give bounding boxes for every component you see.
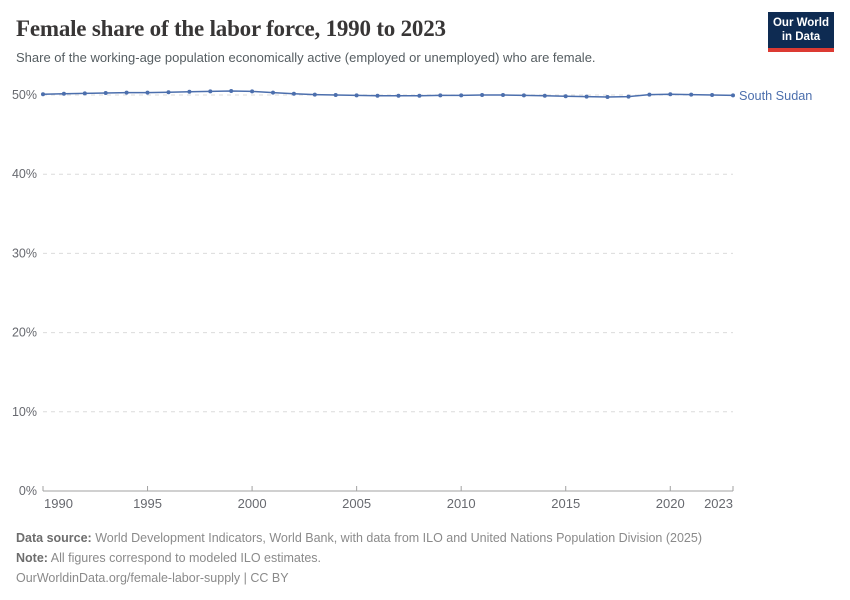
data-point-2007[interactable] xyxy=(396,93,401,98)
data-point-2005[interactable] xyxy=(354,93,359,98)
x-tick-label-2010: 2010 xyxy=(447,496,476,511)
data-point-1996[interactable] xyxy=(166,90,171,95)
chart-area[interactable]: 0% 10% 20% 30% 40% 50% 1990 1995 2000 2005 2010 201… xyxy=(0,75,850,525)
owid-logo[interactable]: Our World in Data xyxy=(768,12,834,52)
x-tick-label-2005: 2005 xyxy=(342,496,371,511)
y-tick-label-40: 40% xyxy=(12,167,37,181)
data-point-2014[interactable] xyxy=(542,93,547,98)
data-point-2006[interactable] xyxy=(375,93,380,98)
data-point-2001[interactable] xyxy=(271,90,275,95)
x-tick-label-2000: 2000 xyxy=(238,496,267,511)
data-point-2015[interactable] xyxy=(563,94,568,99)
footer-note-label: Note: xyxy=(16,551,48,565)
y-tick-label-20: 20% xyxy=(12,326,37,340)
data-point-2018[interactable] xyxy=(626,94,631,99)
data-point-2019[interactable] xyxy=(647,92,652,97)
entity-label-south-sudan[interactable]: South Sudan xyxy=(739,89,812,103)
x-tick-label-2023: 2023 xyxy=(704,496,733,511)
page-title: Female share of the labor force, 1990 to… xyxy=(16,16,446,41)
data-point-2023[interactable] xyxy=(731,93,735,98)
data-point-2011[interactable] xyxy=(480,93,485,97)
footer-source-line: Data source: World Development Indicator… xyxy=(16,528,834,548)
x-tick-label-1995: 1995 xyxy=(133,496,162,511)
y-tick-label-50: 50% xyxy=(12,88,37,102)
footer-source-label: Data source: xyxy=(16,531,92,545)
chart-header: Female share of the labor force, 1990 to… xyxy=(16,16,750,65)
data-point-2012[interactable] xyxy=(501,93,505,97)
x-tick-label-1990: 1990 xyxy=(44,496,73,511)
data-point-2010[interactable] xyxy=(459,93,464,98)
data-point-1991[interactable] xyxy=(61,91,66,96)
data-point-2021[interactable] xyxy=(689,92,694,97)
footer-note-text: All figures correspond to modeled ILO es… xyxy=(47,551,322,565)
data-point-2002[interactable] xyxy=(291,91,296,96)
data-point-2008[interactable] xyxy=(417,93,422,98)
x-tick-label-2020: 2020 xyxy=(656,496,685,511)
data-point-2020[interactable] xyxy=(668,92,673,97)
series-line-south-sudan[interactable] xyxy=(42,90,734,98)
line-chart-canvas[interactable]: 0% 10% 20% 30% 40% 50% 1990 1995 2000 2005 2010 201… xyxy=(0,75,850,525)
data-point-2022[interactable] xyxy=(710,93,715,97)
data-point-2017[interactable] xyxy=(605,95,610,99)
footer-source-text: World Development Indicators, World Bank… xyxy=(91,531,702,545)
data-point-1998[interactable] xyxy=(208,89,213,94)
data-point-2013[interactable] xyxy=(521,93,526,98)
y-tick-label-10: 10% xyxy=(12,405,37,419)
data-point-2009[interactable] xyxy=(438,93,443,98)
page-subtitle: Share of the working-age population econ… xyxy=(16,50,596,65)
footer-url[interactable]: OurWorldinData.org/female-labor-supply |… xyxy=(16,571,289,585)
chart-footer: Data source: World Development Indicator… xyxy=(16,528,834,588)
data-point-2003[interactable] xyxy=(312,92,317,97)
data-point-1990[interactable] xyxy=(41,92,45,97)
owid-logo-line1: Our World xyxy=(772,17,829,29)
data-point-1993[interactable] xyxy=(103,91,108,95)
data-point-1994[interactable] xyxy=(124,90,129,95)
data-point-1997[interactable] xyxy=(187,89,192,94)
data-point-1992[interactable] xyxy=(82,91,87,96)
data-point-2016[interactable] xyxy=(584,94,589,99)
data-point-2000[interactable] xyxy=(250,89,255,94)
y-tick-label-0: 0% xyxy=(19,484,37,498)
data-point-1995[interactable] xyxy=(145,90,150,95)
footer-note-line: Note: All figures correspond to modeled … xyxy=(16,548,834,568)
y-tick-label-30: 30% xyxy=(12,246,37,260)
data-point-2004[interactable] xyxy=(333,93,338,97)
owid-logo-line2: in Data xyxy=(781,31,821,43)
x-tick-label-2015: 2015 xyxy=(551,496,580,511)
data-point-1999[interactable] xyxy=(229,89,234,93)
